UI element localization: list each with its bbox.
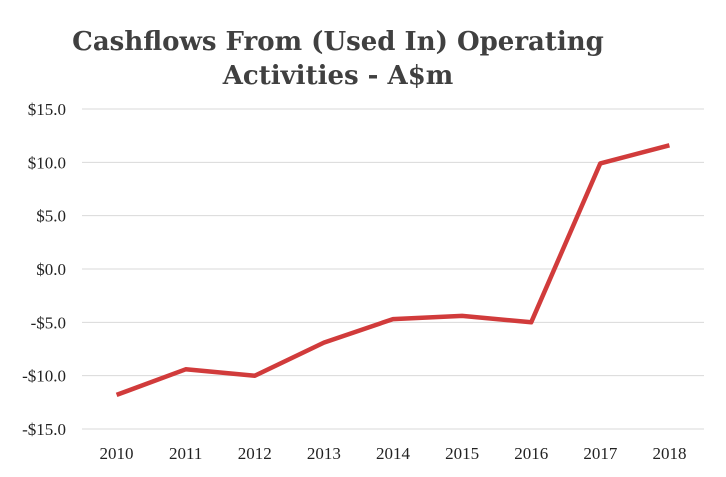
gridlines — [82, 108, 704, 430]
series-line — [115, 143, 670, 398]
x-axis-ticks: 2010 2011 2012 2013 2014 2015 2016 2017 2018 — [100, 444, 687, 463]
y-tick-label: $5.0 — [36, 207, 66, 226]
y-axis-ticks: $15.0 $10.0 $5.0 $0.0 -$5.0 -$10.0 -$15.0 — [22, 100, 66, 439]
y-tick-label: -$15.0 — [22, 420, 66, 439]
x-tick-label: 2017 — [583, 444, 618, 463]
y-tick-label: -$5.0 — [31, 313, 66, 332]
y-tick-label: $15.0 — [28, 100, 66, 119]
x-tick-label: 2014 — [376, 444, 411, 463]
y-tick-label: $10.0 — [28, 153, 66, 172]
x-tick-label: 2011 — [169, 444, 202, 463]
x-tick-label: 2015 — [445, 444, 479, 463]
x-tick-label: 2012 — [238, 444, 272, 463]
x-tick-label: 2016 — [514, 444, 548, 463]
series-lines — [115, 143, 670, 398]
x-tick-label: 2010 — [100, 444, 134, 463]
y-tick-label: $0.0 — [36, 260, 66, 279]
x-tick-label: 2018 — [652, 444, 686, 463]
chart-title-line-1: Cashflows From (Used In) Operating — [72, 27, 604, 57]
chart-title-line-2: Activities - A$m — [222, 61, 454, 91]
x-tick-label: 2013 — [307, 444, 341, 463]
y-tick-label: -$10.0 — [22, 367, 66, 386]
